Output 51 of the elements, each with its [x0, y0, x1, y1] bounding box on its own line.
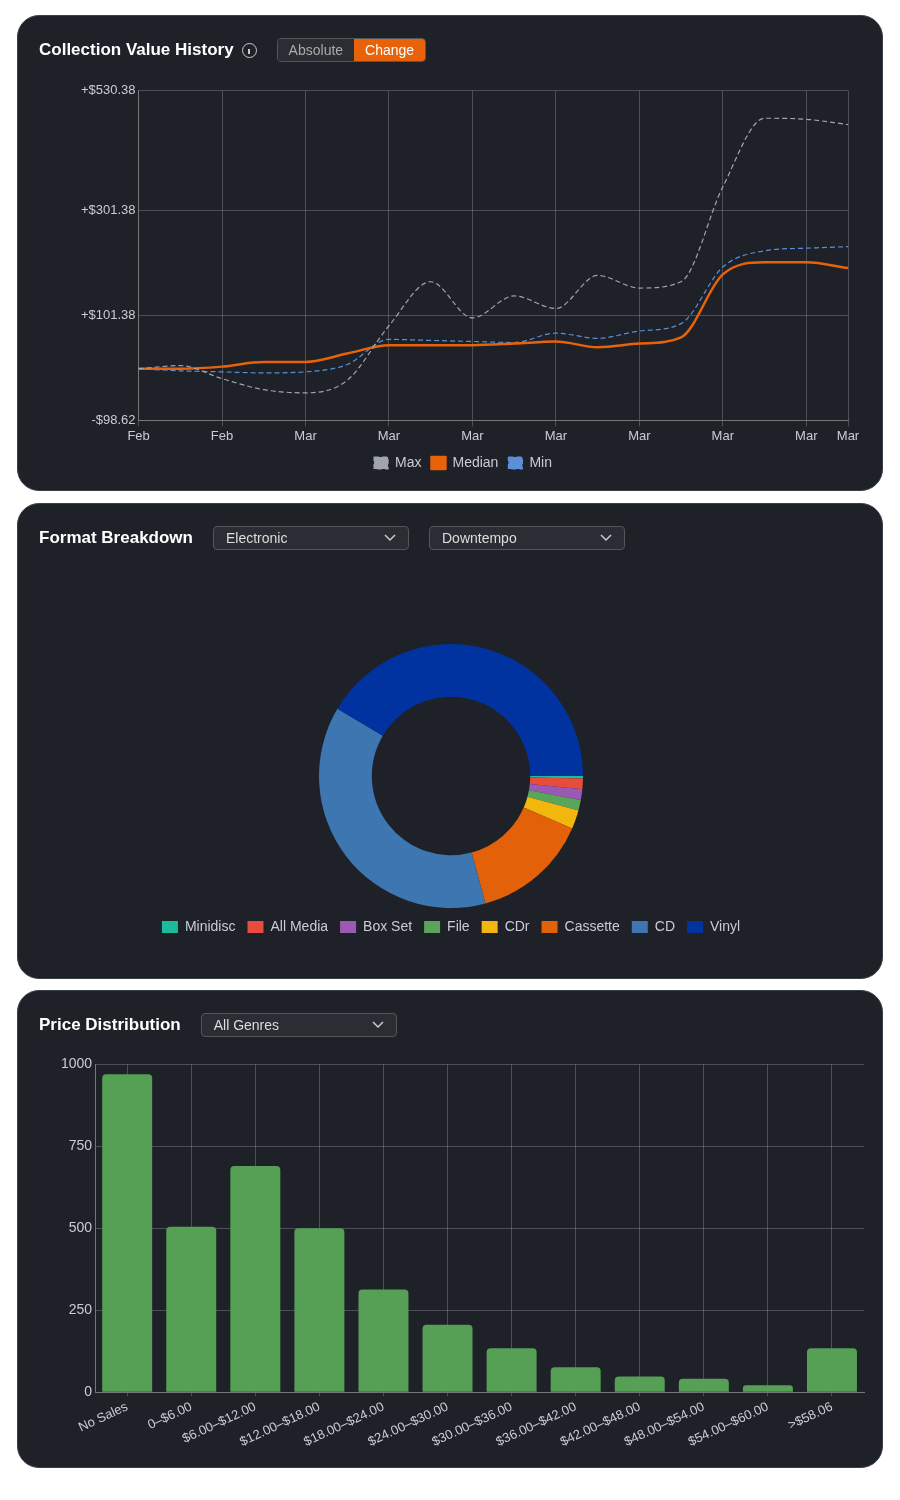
y-tick-label: 750 — [68, 1137, 93, 1154]
dropdown-field: All Genres — [200, 1013, 397, 1037]
y-tick-label: +$101.38 — [80, 307, 136, 323]
bar — [678, 1378, 729, 1392]
x-tick-label: No Sales — [75, 1398, 131, 1435]
toggle-switch: Absolute Change — [276, 38, 427, 62]
legend-label: Median — [452, 453, 499, 470]
x-tick-label: Mar — [461, 427, 485, 443]
dropdown-field: Downtempo — [429, 526, 625, 550]
bar — [742, 1385, 793, 1392]
bar — [614, 1376, 665, 1392]
y-tick-label: +$301.38 — [80, 202, 136, 218]
dropdown-field: Electronic — [213, 526, 409, 550]
chart-title: Collection Value History — [39, 40, 234, 60]
bar — [486, 1348, 537, 1392]
legend-label: Max — [395, 453, 422, 470]
bar — [550, 1367, 601, 1392]
legend-label: Min — [529, 453, 552, 470]
chart-title: Price Distribution — [39, 1015, 181, 1035]
bar — [422, 1324, 473, 1392]
x-tick-label: Mar — [544, 427, 568, 443]
x-tick-label: Feb — [127, 427, 150, 443]
bar — [230, 1166, 281, 1392]
chart-title: Format Breakdown — [39, 528, 193, 548]
y-tick-label: 250 — [68, 1301, 93, 1318]
legend-label: Vinyl — [710, 917, 741, 934]
bar — [102, 1074, 153, 1392]
x-tick-label: Mar — [836, 427, 860, 443]
legend-label: All Media — [270, 917, 329, 934]
x-tick-label: Mar — [795, 427, 819, 443]
legend-label: Cassette — [564, 917, 620, 934]
x-tick-label: Feb — [210, 427, 234, 443]
x-tick-label: Mar — [628, 427, 652, 443]
line-series — [137, 117, 849, 394]
x-tick-label: Mar — [294, 427, 318, 443]
legend-label: CDr — [504, 917, 530, 934]
y-tick-label: -$98.62 — [91, 411, 136, 427]
bar — [294, 1228, 345, 1392]
x-tick-label: Mar — [711, 427, 735, 443]
legend-label: Minidisc — [184, 917, 236, 934]
y-tick-label: 1000 — [60, 1055, 93, 1072]
y-tick-label: 500 — [68, 1219, 93, 1236]
legend-label: File — [447, 917, 470, 934]
y-tick-label: 0 — [84, 1383, 93, 1400]
legend-label: Box Set — [363, 917, 413, 934]
bar — [806, 1348, 857, 1392]
x-tick-label: Mar — [377, 427, 401, 443]
bar — [166, 1226, 217, 1392]
legend-label: CD — [654, 917, 676, 934]
bar — [358, 1289, 409, 1392]
y-tick-label: +$530.38 — [80, 82, 136, 98]
